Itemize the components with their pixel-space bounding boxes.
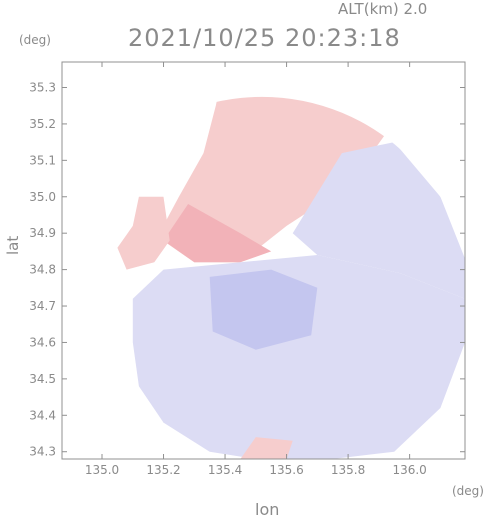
x-tick-label: 135.4: [208, 463, 242, 477]
y-tick-label: 34.8: [29, 263, 56, 277]
velocity-field: [117, 96, 466, 459]
y-tick-label: 34.3: [29, 445, 56, 459]
y-tick-label: 35.0: [29, 190, 56, 204]
plot-frame: [61, 61, 466, 460]
region-north-receding: [157, 96, 385, 263]
region-east-approaching: [292, 142, 465, 299]
y-tick-label: 34.7: [29, 299, 56, 313]
x-axis-label: lon: [255, 500, 280, 519]
y-tick-label: 35.3: [29, 80, 56, 94]
chart-title: 2021/10/25 20:23:18: [128, 24, 401, 52]
y-tick-label: 34.9: [29, 226, 56, 240]
y-tick-label: 34.4: [29, 408, 56, 422]
y-axis: 34.3 34.4 34.5 34.6 34.7 34.8 34.9 35.0 35.1 35.2…: [29, 80, 465, 459]
x-tick-label: 135.0: [85, 463, 119, 477]
y-axis-unit: (deg): [19, 33, 51, 47]
y-tick-label: 35.2: [29, 117, 56, 131]
region-south-edge-receding: [240, 437, 293, 459]
altitude-label: ALT(km) 2.0: [338, 0, 428, 18]
x-tick-label: 135.8: [331, 463, 365, 477]
y-tick-label: 35.1: [29, 153, 56, 167]
y-tick-label: 34.5: [29, 372, 56, 386]
x-tick-label: 135.2: [146, 463, 180, 477]
region-north-receding-core: [163, 204, 272, 263]
x-tick-label: 135.6: [269, 463, 303, 477]
region-coastal-fragments: [117, 196, 170, 270]
x-axis: 135.0 135.2 135.4 135.6 135.8 136.0: [85, 62, 427, 477]
x-axis-unit: (deg): [452, 484, 484, 498]
x-tick-label: 136.0: [392, 463, 426, 477]
region-south-approaching-core: [209, 269, 318, 350]
y-tick-label: 34.6: [29, 335, 56, 349]
